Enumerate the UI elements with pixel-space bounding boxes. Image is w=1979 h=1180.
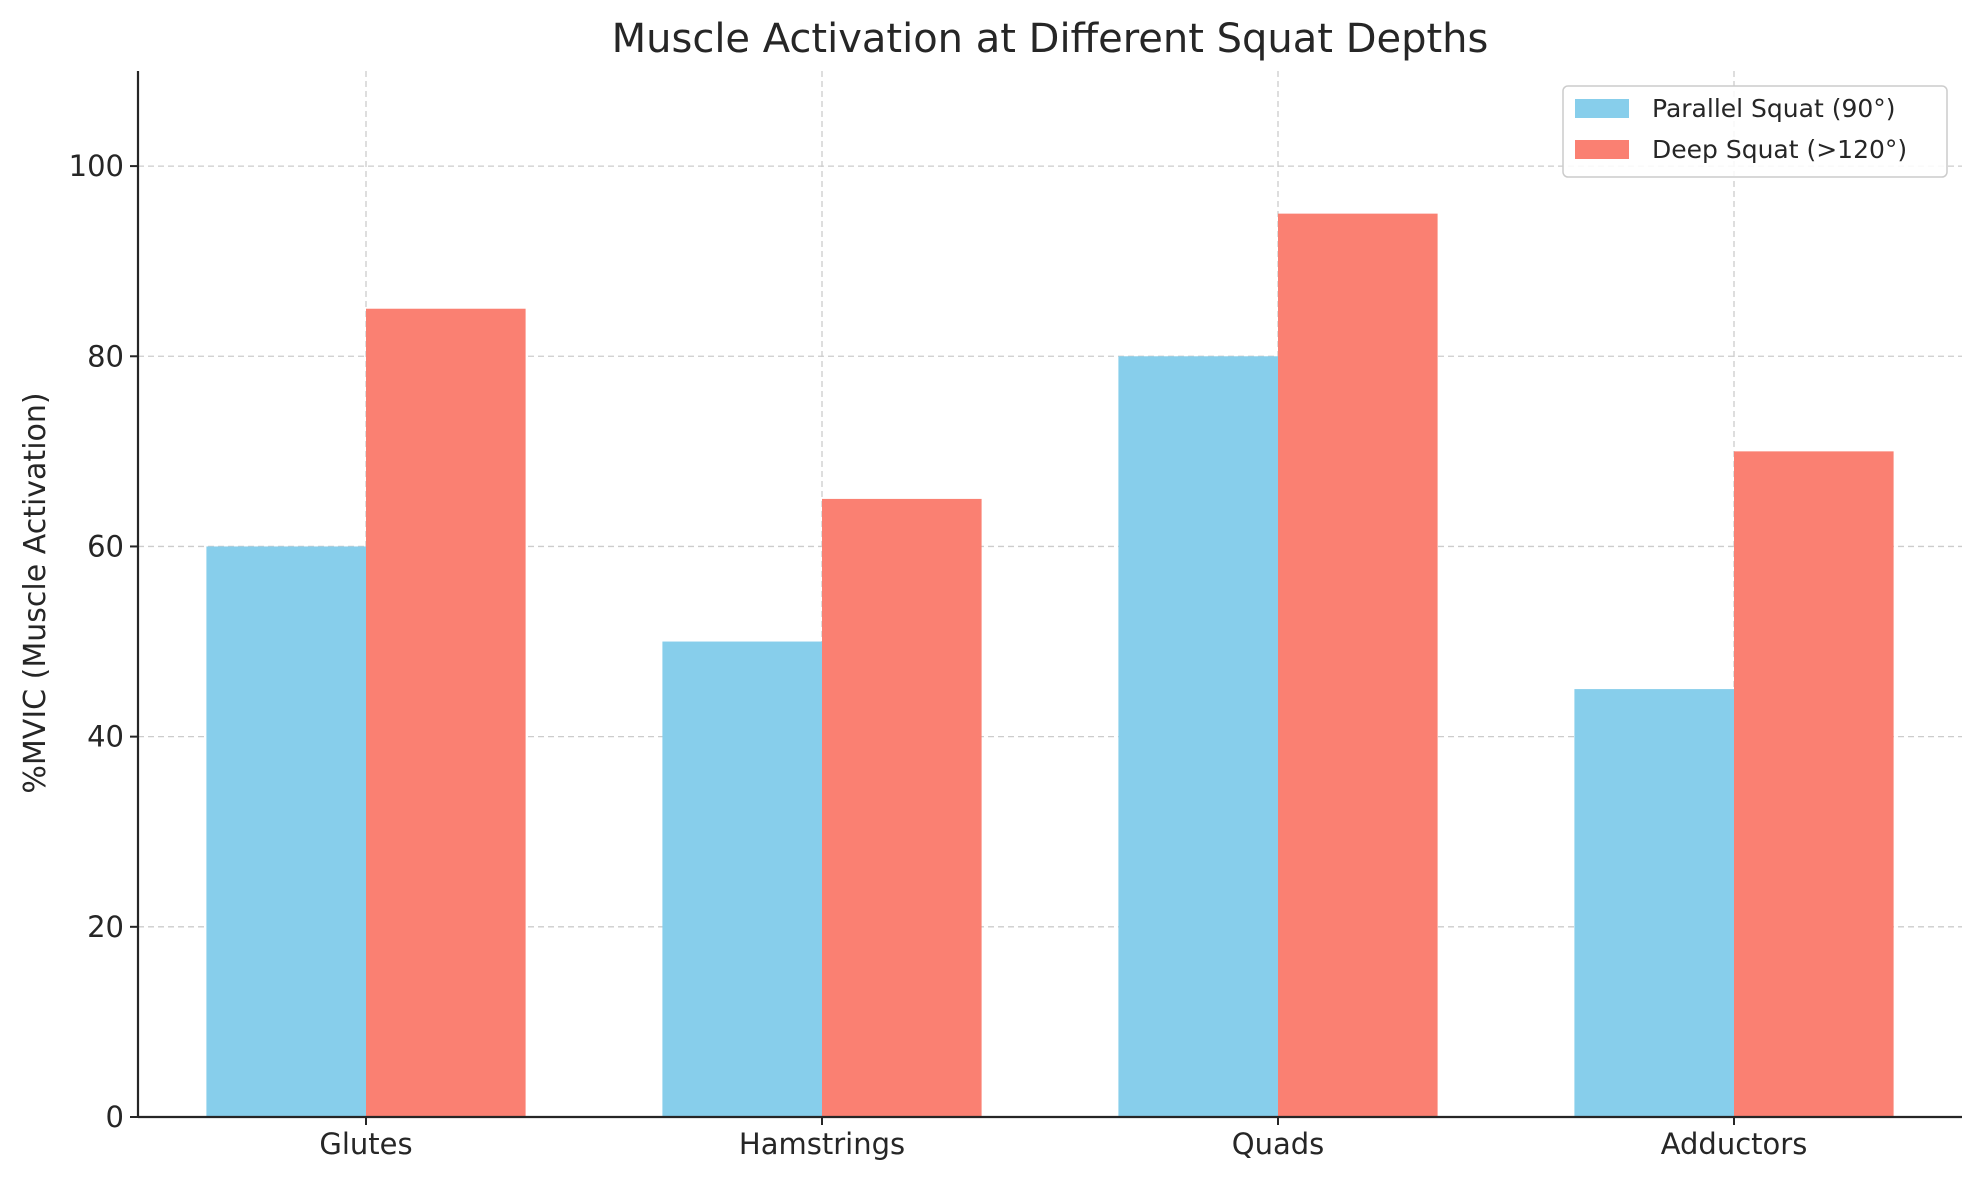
bar-hamstrings-series-1 — [662, 641, 822, 1117]
legend-swatch-2 — [1575, 140, 1629, 159]
bar-quads-series-1 — [1118, 356, 1278, 1118]
y-tick-label: 80 — [87, 339, 124, 373]
y-tick-label: 20 — [87, 910, 124, 944]
bar-quads-series-2 — [1278, 213, 1438, 1118]
legend-box — [1562, 85, 1948, 178]
bars — [206, 213, 1894, 1118]
y-axis-label: %MVIC (Muscle Activation) — [18, 392, 53, 793]
legend-swatch-1 — [1575, 99, 1629, 118]
legend-label-1: Parallel Squat (90°) — [1652, 94, 1896, 123]
x-tick-label-glutes: Glutes — [319, 1127, 412, 1161]
x-tick-label-hamstrings: Hamstrings — [739, 1127, 905, 1161]
legend-label-2: Deep Squat (>120°) — [1652, 135, 1907, 164]
legend: Parallel Squat (90°) Deep Squat (>120°) — [1562, 85, 1948, 178]
chart-title: Muscle Activation at Different Squat Dep… — [612, 16, 1489, 62]
bar-glutes-series-1 — [206, 546, 366, 1117]
y-tick-label: 0 — [106, 1100, 124, 1134]
axes — [130, 71, 1962, 1125]
y-tick-label: 60 — [87, 529, 124, 563]
y-tick-label: 40 — [87, 720, 124, 754]
bar-glutes-series-2 — [366, 308, 526, 1117]
bar-adductors-series-2 — [1734, 451, 1894, 1117]
bar-adductors-series-1 — [1574, 689, 1734, 1117]
y-tick-label: 100 — [69, 149, 124, 183]
x-tick-label-adductors: Adductors — [1661, 1127, 1808, 1161]
tick-labels: 0 20 40 60 80 100 Glutes Hamstrings Quads Adducto… — [69, 149, 1808, 1161]
bar-hamstrings-series-2 — [822, 498, 982, 1118]
x-tick-label-quads: Quads — [1232, 1127, 1325, 1161]
